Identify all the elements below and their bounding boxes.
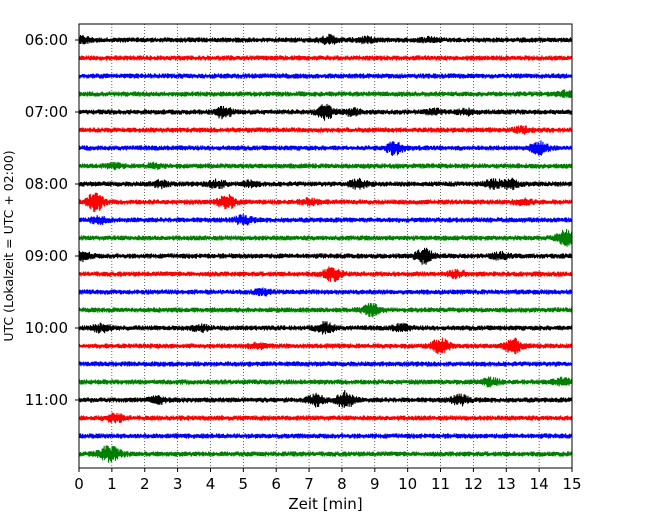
trace-line [78, 192, 573, 213]
vertical-grid [111, 24, 540, 468]
y-axis-label: UTC (Lokalzeit = UTC + 02:00) [1, 150, 16, 341]
y-tick-label: 10:00 [25, 319, 68, 337]
trace-line [78, 247, 573, 265]
trace-line [78, 302, 573, 318]
x-tick-label: 7 [304, 475, 314, 493]
trace-line [78, 361, 573, 367]
trace-line [78, 445, 573, 463]
trace-line [78, 33, 573, 45]
y-tick-label: 07:00 [25, 103, 68, 121]
trace-line [78, 287, 573, 297]
plot-frame [78, 23, 573, 469]
trace-line [78, 376, 573, 388]
trace-line [78, 433, 573, 439]
trace-line [78, 140, 573, 156]
y-axis-ticks: 06:00 07:00 08:00 09:00 10:00 11:00 [25, 31, 79, 409]
trace-line [78, 266, 573, 282]
y-tick-label: 09:00 [25, 247, 68, 265]
trace-line [78, 229, 573, 247]
trace-line [78, 390, 573, 408]
x-tick-label: 12 [464, 475, 483, 493]
trace-line [78, 177, 573, 191]
trace-line [78, 125, 573, 135]
y-tick-label: 06:00 [25, 31, 68, 49]
trace-line [78, 55, 573, 61]
x-tick-label: 0 [74, 475, 84, 493]
x-tick-label: 14 [530, 475, 549, 493]
trace-line [78, 89, 573, 99]
x-tick-label: 11 [431, 475, 450, 493]
trace-line [78, 213, 573, 226]
x-tick-label: 6 [271, 475, 281, 493]
x-tick-label: 3 [173, 475, 183, 493]
x-tick-label: 4 [206, 475, 216, 493]
x-tick-label: 5 [239, 475, 249, 493]
x-axis-ticks: 0 1 2 3 4 5 6 7 8 9 10 11 12 13 14 15 [74, 468, 582, 493]
x-tick-label: 13 [497, 475, 516, 493]
trace-line [78, 337, 573, 355]
x-axis-label: Zeit [min] [288, 495, 362, 513]
trace-line [78, 73, 573, 79]
x-tick-label: 1 [107, 475, 117, 493]
trace-line [78, 320, 573, 335]
x-tick-label: 8 [337, 475, 347, 493]
y-tick-label: 08:00 [25, 175, 68, 193]
y-tick-label: 11:00 [25, 391, 68, 409]
x-tick-label: 15 [562, 475, 581, 493]
trace-line [78, 412, 573, 424]
seismic-traces [78, 33, 573, 463]
trace-line [78, 103, 573, 121]
x-tick-label: 2 [140, 475, 150, 493]
x-tick-label: 9 [370, 475, 380, 493]
trace-line [78, 161, 573, 171]
x-tick-label: 10 [398, 475, 417, 493]
